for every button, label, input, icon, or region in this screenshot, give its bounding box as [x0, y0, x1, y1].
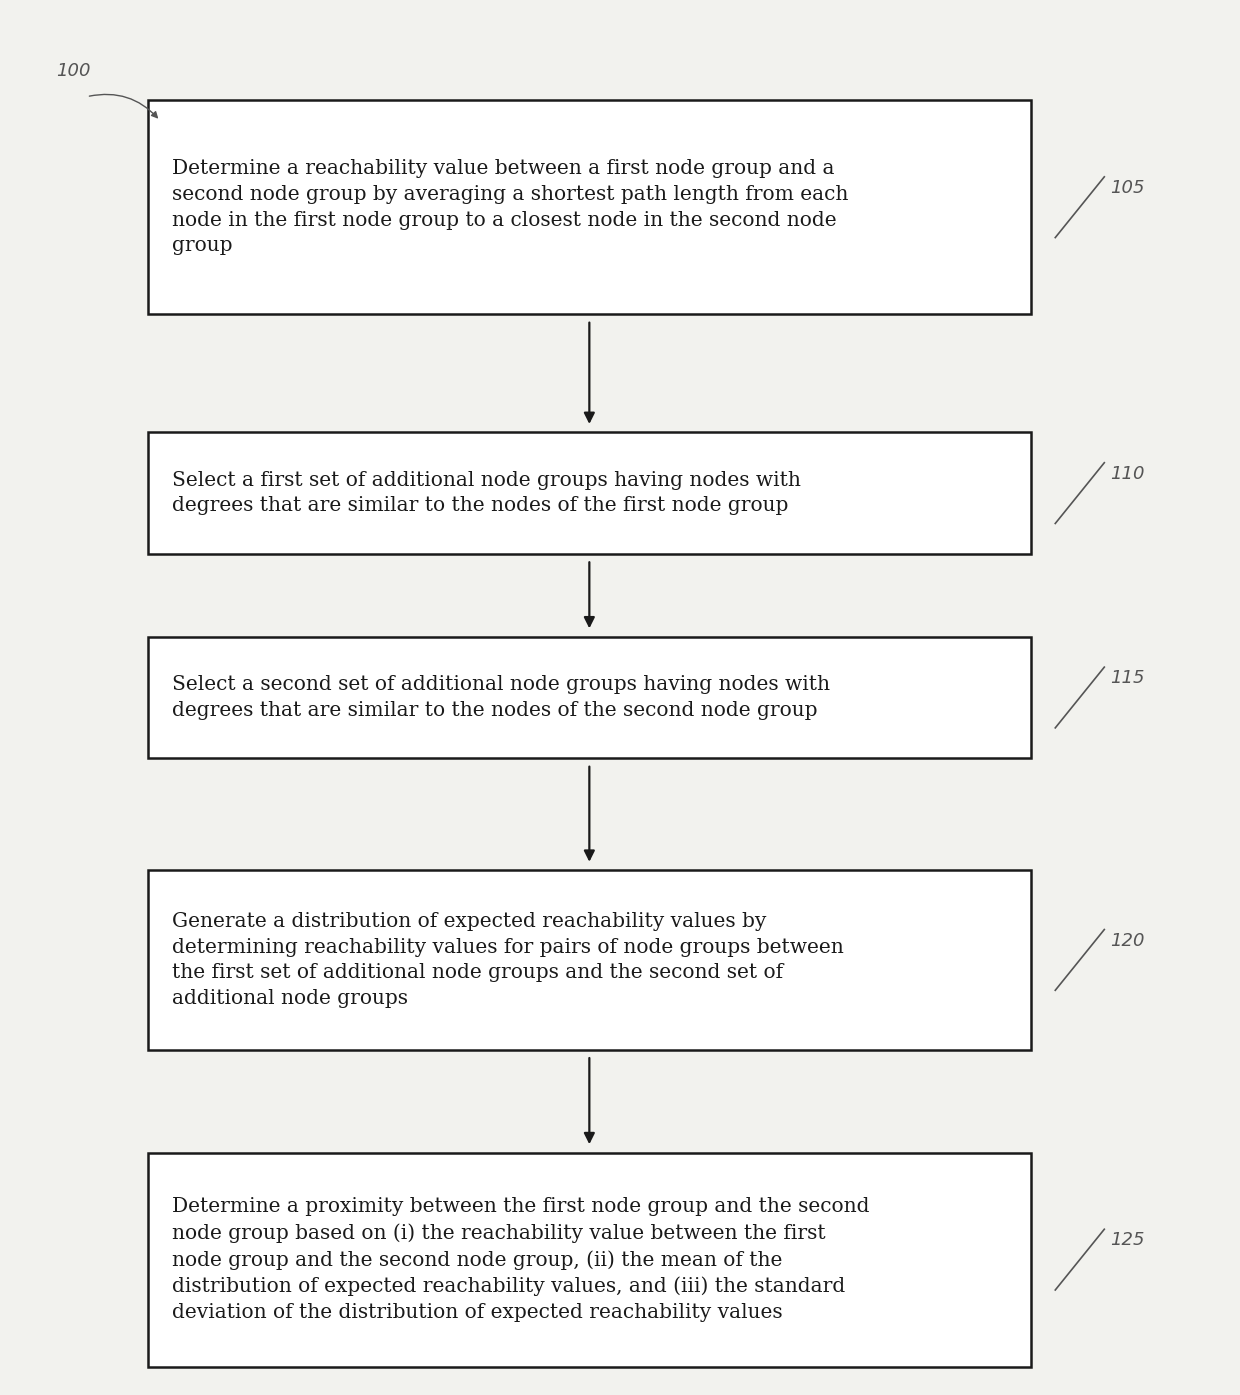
FancyBboxPatch shape	[148, 432, 1030, 554]
Text: 120: 120	[1111, 932, 1145, 950]
Text: Select a first set of additional node groups having nodes with
degrees that are : Select a first set of additional node gr…	[172, 470, 801, 516]
Text: Determine a reachability value between a first node group and a
second node grou: Determine a reachability value between a…	[172, 159, 849, 255]
FancyBboxPatch shape	[148, 1152, 1030, 1367]
FancyBboxPatch shape	[148, 100, 1030, 314]
Text: 110: 110	[1111, 465, 1145, 483]
Text: 100: 100	[56, 63, 91, 80]
Text: Generate a distribution of expected reachability values by
determining reachabil: Generate a distribution of expected reac…	[172, 912, 844, 1009]
Text: Determine a proximity between the first node group and the second
node group bas: Determine a proximity between the first …	[172, 1197, 870, 1322]
Text: Select a second set of additional node groups having nodes with
degrees that are: Select a second set of additional node g…	[172, 675, 831, 720]
Text: 105: 105	[1111, 179, 1145, 197]
FancyBboxPatch shape	[148, 636, 1030, 759]
Text: 125: 125	[1111, 1232, 1145, 1250]
FancyBboxPatch shape	[148, 870, 1030, 1049]
Text: 115: 115	[1111, 670, 1145, 688]
